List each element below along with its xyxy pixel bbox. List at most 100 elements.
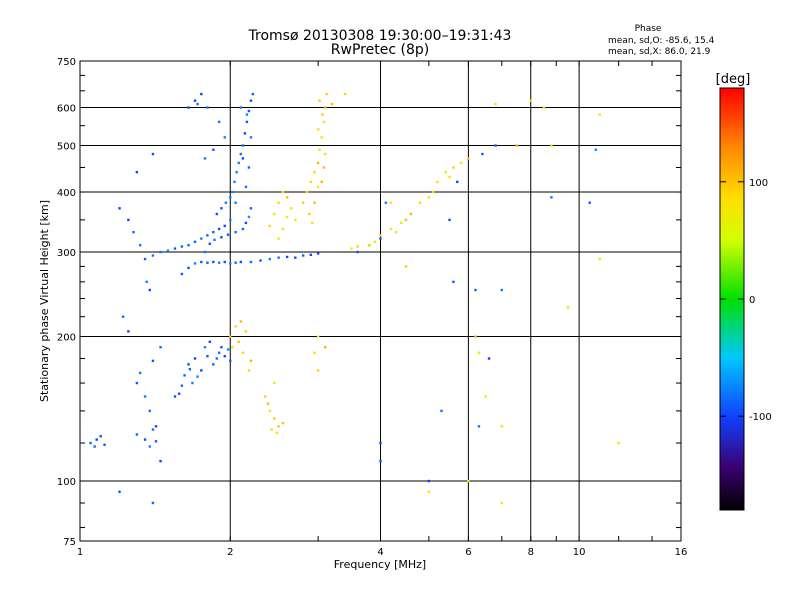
data-point-O xyxy=(127,330,130,333)
chart-subtitle: RwPretec (8p) xyxy=(331,42,429,58)
y-tick-label: 500 xyxy=(57,142,76,153)
data-point-X xyxy=(316,161,320,165)
data-point-O xyxy=(180,245,184,248)
data-point-X xyxy=(313,351,316,354)
data-point-O xyxy=(159,250,162,254)
x-tick-label: 2 xyxy=(227,547,233,558)
data-point-X xyxy=(229,335,232,338)
data-point-X xyxy=(598,257,601,261)
data-point-O xyxy=(239,152,243,156)
data-point-X xyxy=(320,180,323,184)
data-point-X xyxy=(477,351,481,354)
data-point-O xyxy=(208,242,212,246)
data-point-O xyxy=(151,428,155,431)
data-point-O xyxy=(226,233,230,236)
data-point-O xyxy=(143,257,147,261)
data-point-O xyxy=(187,363,190,366)
data-point-X xyxy=(264,395,267,398)
data-point-X xyxy=(373,240,377,244)
data-point-O xyxy=(247,215,251,219)
data-point-X xyxy=(484,395,487,398)
data-point-O xyxy=(212,230,215,234)
data-point-O xyxy=(135,381,139,385)
data-point-O xyxy=(268,257,271,261)
data-point-O xyxy=(121,315,125,318)
y-tick-label: 400 xyxy=(57,188,76,199)
y-axis-ticks: 75 100 200 300 400 500 600 750 xyxy=(57,57,681,548)
data-point-O xyxy=(212,363,215,366)
data-point-O xyxy=(203,157,207,160)
data-point-X xyxy=(515,144,518,147)
data-point-O xyxy=(481,152,484,156)
data-point-X xyxy=(344,92,347,96)
y-axis-label: Stationary phase Virtual Height [km] xyxy=(38,200,51,402)
data-point-O xyxy=(448,218,451,222)
data-point-X xyxy=(598,113,601,116)
data-point-O xyxy=(477,425,481,428)
data-point-O xyxy=(217,261,221,264)
data-point-X xyxy=(266,402,270,405)
data-points xyxy=(89,92,620,505)
data-point-X xyxy=(474,335,477,338)
data-point-O xyxy=(215,357,219,360)
data-point-O xyxy=(151,254,155,257)
data-point-X xyxy=(316,128,320,131)
colorbar-tick-label: 100 xyxy=(749,178,768,189)
phase-info-title: Phase xyxy=(635,24,662,34)
data-point-X xyxy=(239,320,243,323)
data-point-O xyxy=(316,252,320,255)
data-point-X xyxy=(325,92,328,96)
data-point-O xyxy=(217,227,221,231)
data-point-O xyxy=(208,340,212,344)
data-point-O xyxy=(200,237,203,240)
data-point-X xyxy=(273,417,276,420)
data-point-O xyxy=(203,250,207,254)
data-point-X xyxy=(322,120,326,124)
data-point-O xyxy=(594,148,598,151)
data-point-X xyxy=(249,359,253,363)
data-point-O xyxy=(89,441,92,445)
data-point-X xyxy=(389,201,393,204)
data-point-O xyxy=(245,120,249,124)
data-point-X xyxy=(234,325,237,328)
data-point-X xyxy=(281,190,285,194)
data-point-X xyxy=(273,212,276,216)
y-tick-label: 300 xyxy=(57,248,76,259)
data-point-X xyxy=(277,237,280,240)
data-point-O xyxy=(233,180,236,184)
data-point-O xyxy=(193,357,197,360)
data-point-O xyxy=(247,166,251,169)
data-point-X xyxy=(321,113,324,116)
data-point-X xyxy=(316,185,320,189)
grid-lines xyxy=(80,61,681,541)
data-point-X xyxy=(350,247,353,250)
data-point-X xyxy=(305,190,309,194)
data-point-O xyxy=(229,218,232,222)
data-point-X xyxy=(273,381,276,385)
data-point-X xyxy=(268,224,271,228)
data-point-O xyxy=(173,395,177,398)
data-point-O xyxy=(234,230,237,234)
data-point-O xyxy=(239,106,243,109)
data-point-O xyxy=(173,247,177,250)
data-point-O xyxy=(187,243,190,247)
data-point-X xyxy=(277,201,280,204)
data-point-O xyxy=(379,459,382,463)
data-point-O xyxy=(487,357,491,360)
colorbar-tick-label: 0 xyxy=(749,295,755,306)
data-point-O xyxy=(187,266,190,270)
x-tick-label: 4 xyxy=(377,547,383,558)
data-point-O xyxy=(187,106,190,109)
data-point-X xyxy=(285,196,289,199)
data-point-O xyxy=(212,260,215,264)
data-point-X xyxy=(281,227,285,231)
data-point-X xyxy=(322,166,326,169)
data-point-O xyxy=(229,196,232,199)
data-point-O xyxy=(212,148,215,151)
phase-info-x: mean, sd,X: 86.0, 21.9 xyxy=(608,47,711,57)
data-point-O xyxy=(193,240,197,244)
data-point-O xyxy=(188,367,192,371)
colorbar-label: [deg] xyxy=(716,72,751,87)
data-point-O xyxy=(456,180,459,184)
data-point-X xyxy=(431,190,435,194)
